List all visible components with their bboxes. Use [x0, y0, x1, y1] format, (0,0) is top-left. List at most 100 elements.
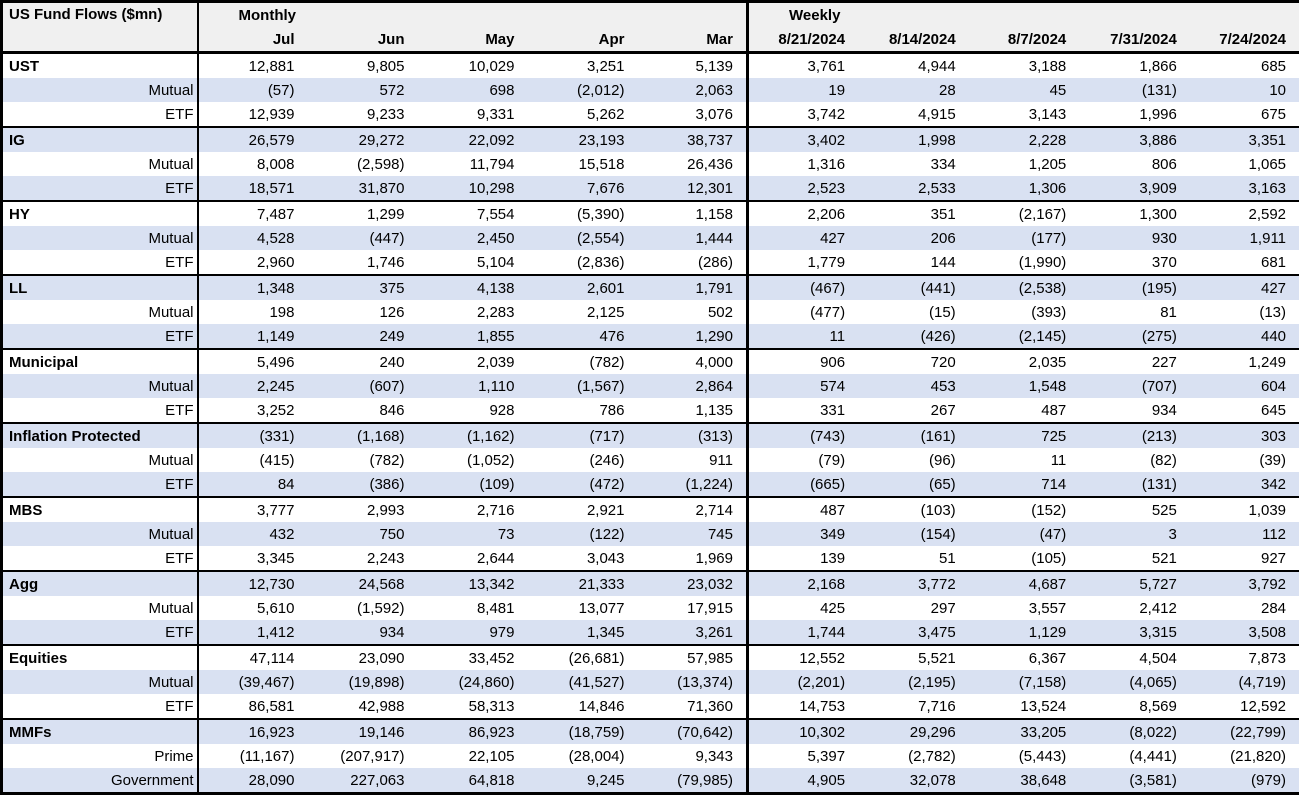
weekly-value-cell: 19 — [748, 78, 859, 102]
monthly-value-cell: 33,452 — [418, 645, 528, 670]
monthly-value-cell: 71,360 — [638, 694, 748, 719]
monthly-value-cell: 23,193 — [528, 127, 638, 152]
weekly-value-cell: 1,306 — [969, 176, 1080, 201]
monthly-value-cell: 1,158 — [638, 201, 748, 226]
monthly-value-cell: 7,487 — [198, 201, 308, 226]
weekly-value-cell: 33,205 — [969, 719, 1080, 744]
monthly-value-cell: (39,467) — [198, 670, 308, 694]
weekly-column-header: 8/7/2024 — [969, 27, 1080, 53]
monthly-value-cell: 1,348 — [198, 275, 308, 300]
monthly-value-cell: 249 — [308, 324, 418, 349]
row-label: Mutual — [2, 596, 198, 620]
weekly-value-cell: (477) — [748, 300, 859, 324]
weekly-value-cell: (393) — [969, 300, 1080, 324]
monthly-value-cell: 934 — [308, 620, 418, 645]
weekly-value-cell: 525 — [1079, 497, 1190, 522]
monthly-value-cell: (782) — [528, 349, 638, 374]
weekly-value-cell: 1,300 — [1079, 201, 1190, 226]
monthly-value-cell: 18,571 — [198, 176, 308, 201]
monthly-value-cell: 19,146 — [308, 719, 418, 744]
weekly-value-cell: 303 — [1190, 423, 1299, 448]
row-label: Government — [2, 768, 198, 794]
monthly-value-cell: 2,601 — [528, 275, 638, 300]
monthly-value-cell: (331) — [198, 423, 308, 448]
weekly-value-cell: 934 — [1079, 398, 1190, 423]
monthly-value-cell: (782) — [308, 448, 418, 472]
row-label: Mutual — [2, 670, 198, 694]
monthly-value-cell: 14,846 — [528, 694, 638, 719]
weekly-value-cell: (96) — [858, 448, 969, 472]
monthly-value-cell: 1,791 — [638, 275, 748, 300]
monthly-value-cell: (1,567) — [528, 374, 638, 398]
weekly-value-cell: 3,315 — [1079, 620, 1190, 645]
weekly-value-cell: 284 — [1190, 596, 1299, 620]
weekly-value-cell: 38,648 — [969, 768, 1080, 794]
monthly-value-cell: 8,008 — [198, 152, 308, 176]
monthly-value-cell: 22,092 — [418, 127, 528, 152]
monthly-value-cell: (18,759) — [528, 719, 638, 744]
weekly-value-cell: 487 — [969, 398, 1080, 423]
monthly-value-cell: 5,139 — [638, 53, 748, 79]
row-label: Mutual — [2, 374, 198, 398]
monthly-value-cell: 2,714 — [638, 497, 748, 522]
monthly-value-cell: (11,167) — [198, 744, 308, 768]
monthly-value-cell: 22,105 — [418, 744, 528, 768]
monthly-value-cell: 979 — [418, 620, 528, 645]
monthly-value-cell: 86,581 — [198, 694, 308, 719]
weekly-value-cell: 342 — [1190, 472, 1299, 497]
row-label: Mutual — [2, 152, 198, 176]
weekly-value-cell: 206 — [858, 226, 969, 250]
monthly-value-cell: 23,032 — [638, 571, 748, 596]
row-label: ETF — [2, 472, 198, 497]
row-label: LL — [2, 275, 198, 300]
monthly-value-cell: 4,000 — [638, 349, 748, 374]
monthly-value-cell: 476 — [528, 324, 638, 349]
monthly-value-cell: 7,676 — [528, 176, 638, 201]
monthly-value-cell: 928 — [418, 398, 528, 423]
weekly-value-cell: 487 — [748, 497, 859, 522]
monthly-value-cell: 26,436 — [638, 152, 748, 176]
weekly-value-cell: 425 — [748, 596, 859, 620]
weekly-value-cell: 45 — [969, 78, 1080, 102]
monthly-value-cell: 1,135 — [638, 398, 748, 423]
monthly-value-cell: 3,261 — [638, 620, 748, 645]
weekly-value-cell: (2,195) — [858, 670, 969, 694]
monthly-value-cell: 745 — [638, 522, 748, 546]
monthly-value-cell: 5,262 — [528, 102, 638, 127]
monthly-value-cell: 227,063 — [308, 768, 418, 794]
monthly-value-cell: 12,939 — [198, 102, 308, 127]
monthly-value-cell: 3,076 — [638, 102, 748, 127]
weekly-column-header: 7/24/2024 — [1190, 27, 1299, 53]
monthly-value-cell: 1,412 — [198, 620, 308, 645]
monthly-value-cell: (415) — [198, 448, 308, 472]
weekly-value-cell: (131) — [1079, 472, 1190, 497]
row-label: Agg — [2, 571, 198, 596]
monthly-value-cell: 42,988 — [308, 694, 418, 719]
monthly-value-cell: (79,985) — [638, 768, 748, 794]
weekly-value-cell: 1,129 — [969, 620, 1080, 645]
monthly-value-cell: 12,730 — [198, 571, 308, 596]
weekly-value-cell: 5,521 — [858, 645, 969, 670]
weekly-value-cell: (4,719) — [1190, 670, 1299, 694]
weekly-value-cell: (1,990) — [969, 250, 1080, 275]
weekly-value-cell: 906 — [748, 349, 859, 374]
weekly-value-cell: (213) — [1079, 423, 1190, 448]
monthly-value-cell: 86,923 — [418, 719, 528, 744]
monthly-column-header: Apr — [528, 27, 638, 53]
weekly-value-cell: 28 — [858, 78, 969, 102]
weekly-value-cell: 3,143 — [969, 102, 1080, 127]
monthly-value-cell: (207,917) — [308, 744, 418, 768]
weekly-value-cell: 3,557 — [969, 596, 1080, 620]
monthly-value-cell: 26,579 — [198, 127, 308, 152]
monthly-value-cell: 3,252 — [198, 398, 308, 423]
row-label: ETF — [2, 176, 198, 201]
monthly-value-cell: 10,029 — [418, 53, 528, 79]
monthly-value-cell: 57,985 — [638, 645, 748, 670]
